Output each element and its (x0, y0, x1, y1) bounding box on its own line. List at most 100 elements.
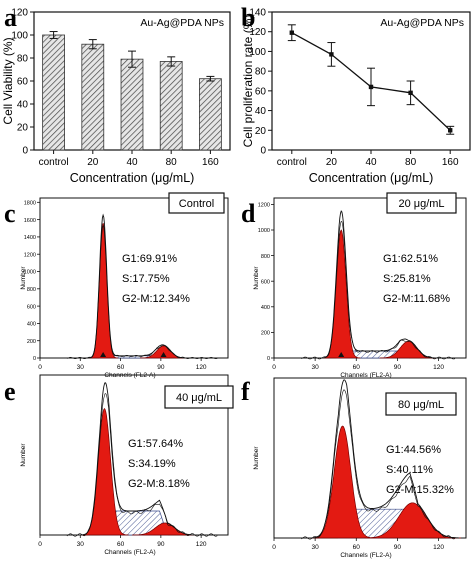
x-tick-label: 40 (365, 157, 377, 168)
y-tick-label: 0 (33, 356, 36, 362)
y-axis-label: Number (253, 446, 260, 470)
x-tick-label: control (277, 157, 307, 168)
cell-cycle-stat: G2-M:15.32% (386, 484, 454, 496)
g1-peak-area (321, 229, 361, 359)
sample-label-box (164, 385, 234, 409)
y-tick-label: 120 (11, 8, 28, 19)
y-tick-label: 0 (260, 146, 266, 157)
x-tick-label: 60 (353, 544, 361, 551)
x-tick-label: 90 (394, 364, 402, 371)
y-axis-label: Number (20, 443, 27, 467)
cell-cycle-stat: G1:44.56% (386, 444, 441, 456)
y-tick-label: 1000 (24, 270, 36, 276)
plot-frame (273, 197, 467, 359)
gate-marker (100, 352, 107, 357)
cell-cycle-stat: S:17.75% (122, 273, 170, 285)
y-tick-label: 80 (17, 54, 29, 65)
y-tick-label: 100 (249, 47, 266, 58)
x-tick-label: 40 (126, 157, 138, 168)
y-tick-label: 100 (11, 31, 28, 42)
x-tick-label: 20 (87, 157, 99, 168)
x-tick-label: 0 (272, 544, 276, 551)
sample-label-box (386, 192, 457, 214)
cell-cycle-stat: S:34.19% (128, 458, 176, 470)
x-tick-label: 160 (442, 157, 459, 168)
x-tick-label: 30 (312, 544, 320, 551)
y-axis-label: Cell proliferation rate (%) (241, 15, 255, 148)
y-tick-label: 60 (17, 77, 29, 88)
cell-cycle-stat: G1:69.91% (122, 253, 177, 265)
x-tick-label: 120 (196, 364, 207, 371)
x-tick-label: 0 (38, 364, 42, 371)
y-tick-label: 120 (249, 27, 266, 38)
y-tick-label: 1000 (258, 228, 270, 234)
x-tick-label: 90 (394, 544, 402, 551)
histogram-fit-line (66, 224, 218, 360)
sample-label-box (385, 392, 457, 416)
y-tick-label: 200 (27, 339, 36, 345)
panel-letter-d: d (241, 199, 256, 228)
x-axis-label: Channels (FL2-A) (104, 549, 155, 556)
cell-cycle-stat: S:25.81% (383, 273, 431, 285)
y-tick-label: 1200 (24, 252, 36, 258)
x-tick-label: 160 (202, 157, 219, 168)
x-tick-label: 0 (272, 364, 276, 371)
panel-letter-b: b (241, 3, 255, 32)
x-axis-label: Concentration (μg/mL) (70, 171, 195, 185)
y-tick-label: 60 (255, 86, 267, 97)
cell-cycle-stat: G1:57.64% (128, 438, 183, 450)
y-tick-label: 1400 (24, 235, 36, 241)
legend-label: Au-Ag@PDA NPs (140, 17, 224, 29)
g1-peak-area (88, 222, 119, 359)
bar (120, 58, 144, 151)
y-tick-label: 40 (17, 100, 29, 111)
panel-d-histogram: 0 30 60 90 120020040060080010001200Channels … (253, 192, 467, 379)
cell-cycle-stat: G2-M:8.18% (128, 478, 190, 490)
y-tick-label: 1800 (24, 201, 36, 207)
cell-cycle-stat: S:40.11% (386, 464, 433, 476)
x-tick-label: 120 (433, 544, 444, 551)
x-axis-label: Concentration (μg/mL) (309, 171, 434, 185)
y-tick-label: 1200 (258, 203, 270, 209)
x-tick-label: 60 (117, 364, 125, 371)
y-tick-label: 0 (267, 356, 270, 362)
histogram-fit-line (66, 393, 218, 537)
x-tick-label: control (39, 157, 69, 168)
histogram-fit-line (301, 389, 456, 540)
y-axis-label: Number (20, 266, 27, 290)
y-tick-label: 800 (27, 287, 36, 293)
x-tick-label: 120 (433, 364, 444, 371)
y-axis-label: Cell Viability (%) (1, 37, 15, 124)
histogram-envelope (64, 213, 222, 359)
panel-letter-a: a (4, 3, 17, 32)
y-tick-label: 400 (27, 322, 36, 328)
y-tick-label: 140 (249, 8, 266, 19)
x-tick-label: 60 (117, 541, 125, 548)
panel-e-histogram: 0 30 60 90 120 Channels (FL2-A) Number 40 μg/mL… (20, 374, 234, 556)
cell-cycle-stat: G1:62.51% (383, 253, 438, 265)
y-tick-label: 800 (261, 254, 270, 260)
bar (199, 78, 222, 151)
panel-letter-f: f (241, 377, 250, 406)
sample-label: 80 μg/mL (398, 399, 444, 411)
panel-b-line-chart: 0 20 40 60 80 100 120 140 control 20 40 80 160 Au-Ag@… (241, 8, 471, 185)
panel-letter-e: e (4, 377, 16, 406)
x-tick-label: 30 (77, 541, 85, 548)
y-tick-label: 80 (255, 67, 267, 78)
x-tick-label: 20 (326, 157, 338, 168)
histogram-fit-line (301, 220, 456, 360)
panel-a-bar-chart: 0 20 40 60 80 100 120 control 20 40 80 160 Au-Ag@PDA… (1, 8, 231, 185)
x-tick-label: 90 (157, 364, 165, 371)
gate-marker (160, 352, 167, 357)
sample-label-box (168, 192, 225, 214)
cell-cycle-stat: G2-M:12.34% (122, 293, 190, 305)
y-tick-label: 200 (261, 331, 270, 337)
y-tick-label: 600 (27, 304, 36, 310)
bar (81, 43, 105, 151)
y-tick-label: 600 (261, 279, 270, 285)
y-tick-label: 20 (17, 123, 29, 134)
x-tick-label: 60 (353, 364, 361, 371)
sample-label: Control (179, 198, 214, 210)
x-axis-label: Channels (FL2-A) (340, 372, 391, 379)
